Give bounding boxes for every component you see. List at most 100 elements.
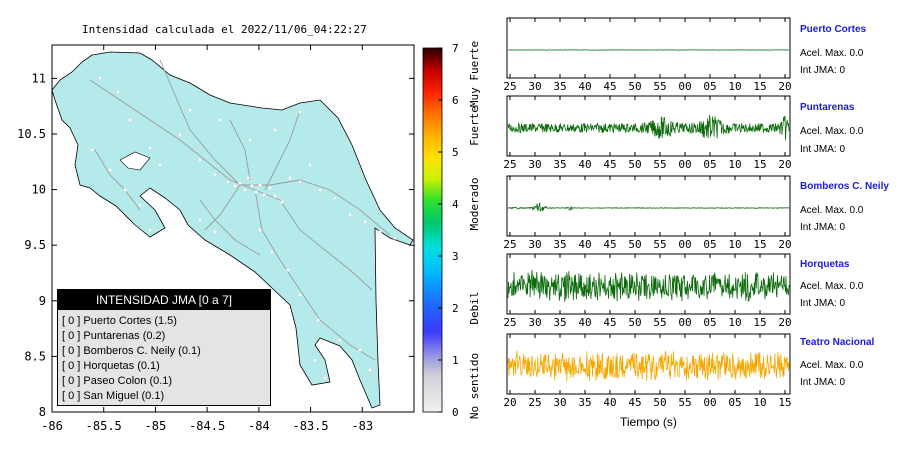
waveform-tick-label: 05	[728, 396, 741, 409]
waveform-tick-label: 30	[528, 238, 541, 251]
waveform-tick-label: 35	[553, 238, 566, 251]
waveform-tick-label: 45	[603, 80, 616, 93]
map-y-tick-label: 8	[39, 405, 46, 419]
colorbar-tick-label: 5	[452, 146, 459, 159]
map-y-tick-label: 8.5	[24, 349, 46, 363]
waveform-tick-label: 50	[628, 238, 641, 251]
waveform-tick-label: 25	[528, 396, 541, 409]
station-marker	[218, 118, 222, 122]
colorbar-tick-label: 7	[452, 42, 459, 55]
waveform-tick-label: 15	[778, 396, 791, 409]
waveform-tick-label: 25	[503, 80, 516, 93]
colorbar-tick-label: 0	[452, 406, 459, 419]
waveform-trace	[507, 114, 790, 141]
station-acc-teatro-nacional: Acel. Max. 0.0	[800, 360, 864, 371]
station-marker	[243, 188, 247, 192]
station-int-bomberos: Int JMA: 0	[800, 222, 846, 233]
station-marker	[250, 184, 254, 188]
station-marker	[198, 158, 202, 162]
station-name-bomberos: Bomberos C. Neily	[800, 181, 889, 192]
waveform-tick-label: 40	[578, 80, 591, 93]
intensity-legend: INTENSIDAD JMA [0 a 7] [ 0 ] Puerto Cort…	[57, 289, 271, 406]
station-marker	[138, 203, 142, 207]
map-x-tick-label: -84	[248, 419, 270, 433]
waveform-tick-label: 30	[528, 80, 541, 93]
legend-row-san-miguel: [ 0 ] San Miguel (0.1)	[62, 390, 165, 402]
waveform-tick-label: 15	[753, 316, 766, 329]
map-x-tick-label: -84.5	[189, 419, 225, 433]
waveform-tick-label: 40	[578, 316, 591, 329]
station-acc-puerto-cortes: Acel. Max. 0.0	[800, 48, 864, 59]
map-x-tick-label: -83.5	[293, 419, 329, 433]
station-marker	[368, 368, 372, 372]
colorbar-tick-label: 6	[452, 94, 459, 107]
waveform-tick-label: 55	[653, 238, 666, 251]
waveform-tick-label: 30	[528, 158, 541, 171]
colorbar-tick-label: 4	[452, 198, 459, 211]
station-marker	[363, 220, 367, 224]
waveform-tick-label: 50	[628, 316, 641, 329]
waveform-tick-label: 20	[778, 316, 791, 329]
station-marker	[308, 163, 312, 167]
station-marker	[298, 110, 302, 114]
waveform-tick-label: 00	[678, 238, 691, 251]
station-acc-horquetas: Acel. Max. 0.0	[800, 281, 864, 292]
road-line	[264, 109, 301, 191]
waveform-tick-label: 00	[678, 158, 691, 171]
colorbar-category-label: Moderado	[468, 178, 481, 231]
station-marker	[313, 358, 317, 362]
station-marker	[268, 186, 272, 190]
waveform-tick-label: 05	[703, 80, 716, 93]
station-marker	[213, 230, 217, 234]
station-marker	[213, 173, 217, 177]
waveform-tick-label: 20	[778, 238, 791, 251]
gulf-of-nicoya	[119, 151, 151, 171]
station-marker	[248, 138, 252, 142]
waveform-tick-label: 10	[728, 158, 741, 171]
waveform-tick-label: 40	[578, 238, 591, 251]
station-marker	[254, 190, 258, 194]
station-marker	[246, 176, 250, 180]
road-line	[229, 119, 251, 181]
road-line	[89, 79, 281, 201]
map-title: Intensidad calculada el 2022/11/06_04:22…	[82, 23, 367, 36]
road-line	[254, 189, 376, 361]
station-marker	[128, 118, 132, 122]
waveform-trace	[507, 350, 790, 382]
station-marker	[286, 268, 290, 272]
waveform-tick-label: 55	[678, 396, 691, 409]
time-axis-label: Tiempo (s)	[620, 415, 677, 429]
waveform-tick-label: 55	[653, 80, 666, 93]
station-marker	[226, 180, 230, 184]
waveform-tick-label: 45	[603, 238, 616, 251]
waveform-tick-label: 50	[653, 396, 666, 409]
station-marker	[316, 318, 320, 322]
colorbar-tick-label: 2	[452, 302, 459, 315]
map-y-tick-label: 11	[32, 71, 46, 85]
station-marker	[393, 236, 397, 240]
station-marker	[323, 376, 327, 380]
map-y-tick-label: 10.5	[17, 127, 46, 141]
waveform-tick-label: 30	[528, 316, 541, 329]
waveform-tick-label: 15	[753, 80, 766, 93]
waveform-tick-label: 20	[778, 80, 791, 93]
waveform-tick-label: 25	[503, 158, 516, 171]
colorbar-category-label: Fuerte	[468, 106, 481, 146]
station-marker	[273, 194, 277, 198]
station-marker	[148, 146, 152, 150]
waveform-tick-label: 05	[703, 316, 716, 329]
station-marker	[270, 250, 274, 254]
station-marker	[298, 293, 302, 297]
road-line	[279, 199, 373, 291]
colorbar-category-label: No sentido	[468, 353, 481, 419]
station-name-horquetas: Horquetas	[800, 259, 850, 270]
waveform-tick-label: 50	[628, 158, 641, 171]
station-marker	[116, 90, 120, 94]
road-line	[199, 199, 261, 256]
station-marker	[90, 148, 94, 152]
waveform-tick-label: 15	[753, 238, 766, 251]
legend-row-horquetas: [ 0 ] Horquetas (0.1)	[62, 360, 160, 372]
map-y-tick-label: 9	[39, 294, 46, 308]
waveform-tick-label: 35	[578, 396, 591, 409]
